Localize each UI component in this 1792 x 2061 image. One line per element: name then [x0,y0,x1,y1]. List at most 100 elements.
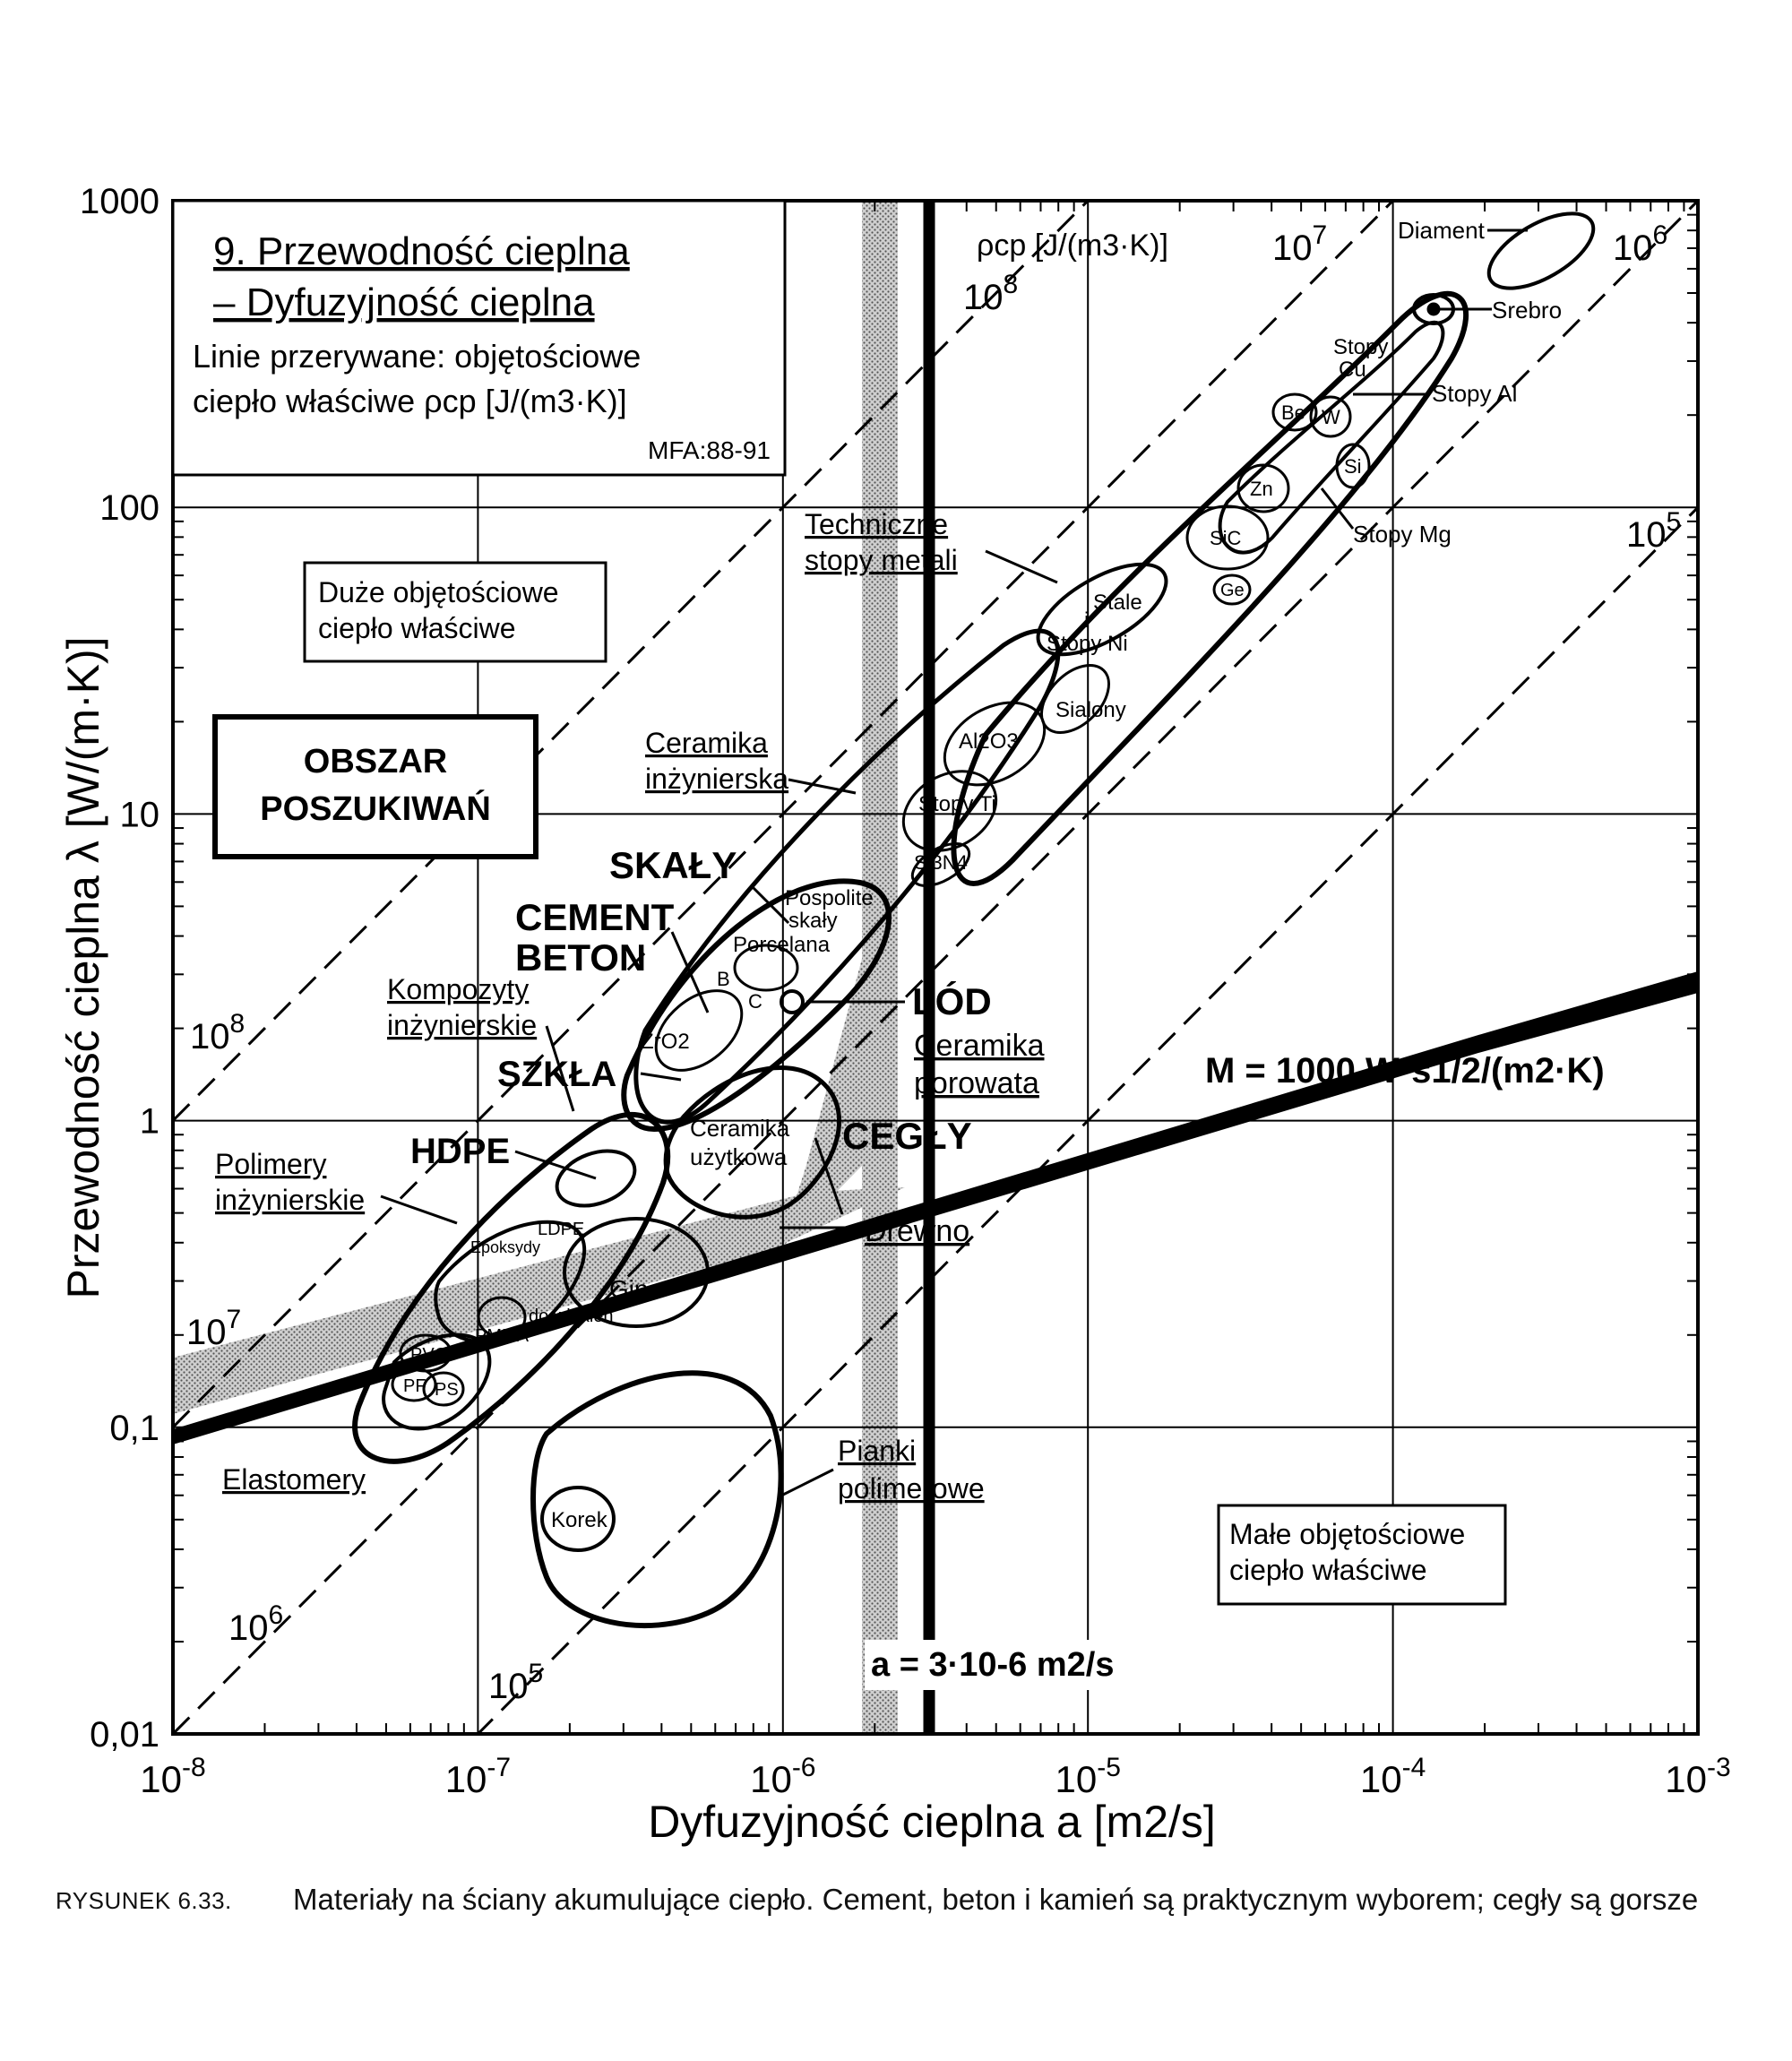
label-cement: CEMENT [515,896,675,938]
label-ge: Ge [1220,581,1245,600]
selection-band [173,1187,905,1414]
label-c: C [748,990,762,1013]
plot-frame [171,199,1700,1736]
envelope-hdpe [555,1149,637,1208]
guide-line-label: 108 [963,270,1018,317]
envelope-si [1335,443,1371,489]
guide-line-label: 108 [190,1009,245,1056]
label-beton: BETON [515,936,646,979]
envelope-zn [1236,463,1290,513]
label-stopy-mg: Stopy Mg [1353,521,1452,548]
envelope-pianki [530,1370,784,1629]
tick-labels: 10-8 10-7 10-6 10-5 10-4 10-3 0,01 0,1 1 10 100 100… [80,182,1731,1800]
figure-caption: RYSUNEK 6.33. Materiały na ściany akumulu… [56,1880,1758,1919]
label-porcelana: Porcelana [733,933,831,957]
label-cegly: CEGŁY [842,1115,972,1157]
chart-title-line2: – Dyfuzyjność cieplna [213,280,595,324]
envelope-diament [1486,211,1596,290]
label-ceramika-porowata-1: Ceramika [914,1029,1045,1063]
envelope-ps [422,1371,465,1407]
envelope-stopy-ti [901,770,998,852]
label-stopy-cu-1: Stopy [1333,335,1388,359]
x-tick-label: 10-3 [1665,1753,1730,1800]
label-polimery-2: inżynierskie [215,1184,365,1216]
x-tick-label: 10-5 [1055,1753,1120,1800]
duze-line2: ciepło właściwe [318,612,516,644]
label-pospolite-1: Pospolite [785,886,874,910]
label-skaly: SKAŁY [609,844,737,886]
label-pianki-1: Pianki [838,1435,916,1467]
marker-srebro [1426,302,1441,316]
label-zro2: ZrO2 [641,1030,690,1054]
label-sic: SiC [1210,527,1242,549]
label-pospolite-2: skały [788,909,838,933]
male-box [1217,1504,1507,1606]
label-zn: Zn [1250,478,1273,500]
y-tick-label: 10 [120,795,160,834]
x-tick-label: 10-6 [750,1753,815,1800]
selection-line [173,971,1698,1444]
label-ceramika-inzynierska-1: Ceramika [645,727,768,759]
label-elastomery: Elastomery [222,1463,366,1496]
guide-line [173,201,1698,1734]
rho-cp-guide-lines [173,201,1698,1734]
y-tick-label: 0,1 [109,1409,159,1448]
y-tick-label: 1000 [80,182,159,221]
marker-lod [780,989,805,1014]
caption-text: Materiały na ściany akumulujące ciepło. … [293,1883,1699,1916]
label-tech-metale-1: Techniczne [805,508,948,540]
envelope-polimery [352,1111,671,1464]
guide-line [173,201,1395,1428]
caption-label: RYSUNEK 6.33. [56,1887,232,1914]
guide-line-label: 106 [1613,220,1667,268]
envelope-be [1271,392,1318,432]
label-al2o3: Al2O3 [959,729,1019,754]
chart-subtitle-line2: ciepło właściwe ρcp [J/(m3·K)] [193,383,627,419]
chart-title-line1: 9. Przewodność cieplna [213,229,630,273]
guide-lines-label: ρcp [J/(m3·K)] [977,229,1168,263]
envelope-stale [1036,562,1168,657]
label-ceramika-uzytkowa-1: Ceramika [690,1115,790,1142]
label-ps: PS [435,1380,459,1400]
guide-line-label: 107 [186,1305,241,1352]
label-pianki-2: polimerowe [838,1472,985,1505]
x-axis-label: Dyfuzyjność cieplna a [m2/s] [648,1797,1216,1847]
label-korek: Korek [551,1508,608,1532]
label-pmma: PMMA [475,1326,530,1346]
envelope-korek [540,1486,616,1552]
label-lod: LÓD [912,979,992,1022]
duze-box [303,561,607,663]
chart-subtitle-line1: Linie przerywane: objętościowe [193,338,641,375]
label-b: B [717,968,730,990]
y-tick-label: 1 [140,1102,159,1142]
x-tick-label: 10-8 [140,1753,205,1800]
envelope-gips [563,1217,710,1328]
guide-line-label: 106 [228,1600,283,1648]
label-si3n4: Si3N4 [914,851,968,874]
male-line1: Małe objętościowe [1229,1518,1465,1550]
label-hdpe: HDPE [410,1132,510,1171]
label-pvc: PVC [410,1345,447,1365]
label-polimery-1: Polimery [215,1148,326,1180]
envelope-sialony [1040,664,1110,734]
title-box [171,199,787,477]
envelope-pmma [477,1296,527,1339]
guide-line-labels: 105 105 106 106 107 107 108 108 [186,220,1681,1706]
envelope-porcelana [733,944,799,992]
selection-line-label: M = 1000 W·s1/2/(m2·K) [1205,1051,1605,1091]
guide-line [173,201,1090,1122]
label-be: Be [1281,401,1305,424]
label-srebro: Srebro [1492,297,1562,323]
chart-source: MFA:88-91 [648,436,771,464]
guide-line-label: 105 [1626,507,1681,555]
envelope-al2o3 [943,701,1047,787]
y-tick-label: 0,01 [90,1715,159,1755]
label-ldpe: LDPE [538,1220,584,1239]
y-axis-label: Przewodność cieplna λ [W/(m·K)] [58,636,108,1298]
label-stopy-al: Stopy Al [1432,380,1517,407]
label-stale-3: Stopy Ni [1047,632,1128,656]
envelope-skaly [621,878,892,1133]
label-si: Si [1344,455,1362,478]
guide-line-label: 107 [1272,220,1327,268]
envelope-metals [951,291,1469,886]
